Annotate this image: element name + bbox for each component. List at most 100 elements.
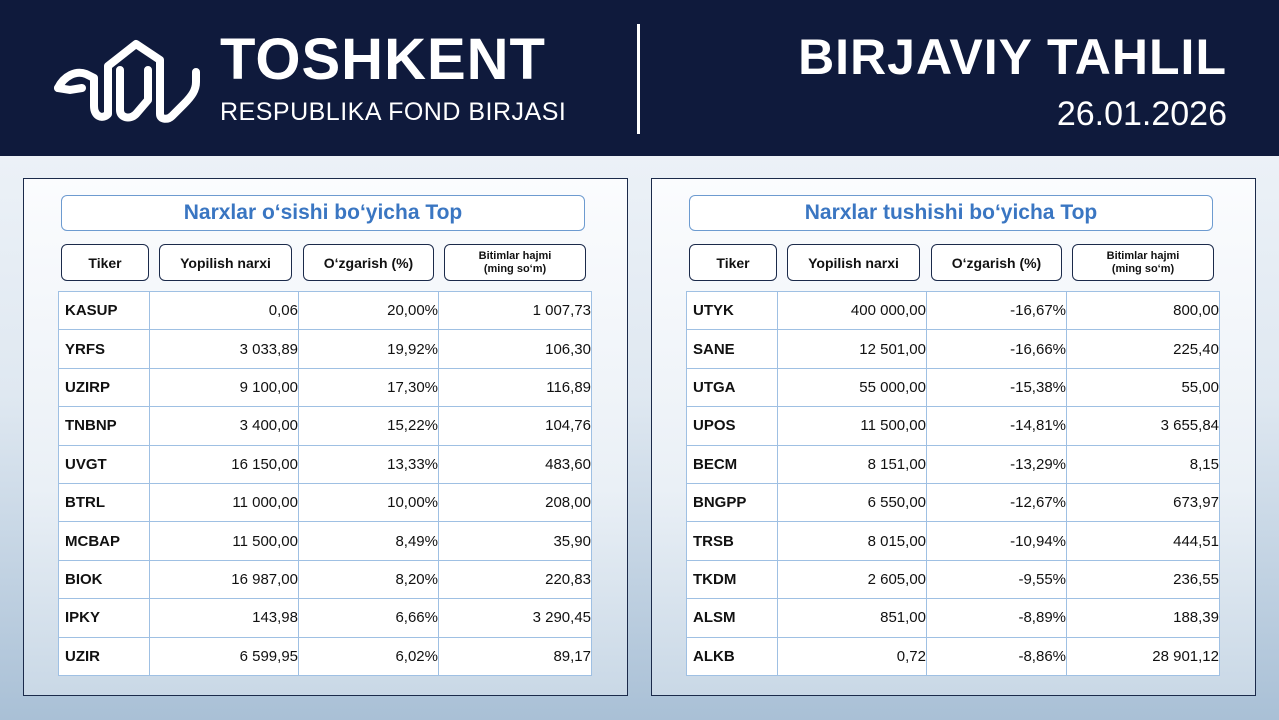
change-cell: -8,86%: [926, 636, 1067, 676]
table-row: KASUP 0,06 20,00% 1 007,73: [58, 290, 592, 331]
volume-cell: 3 290,45: [438, 598, 592, 638]
table-row: BNGPP 6 550,00 -12,67% 673,97: [686, 482, 1220, 523]
report-date: 26.01.2026: [1056, 95, 1227, 133]
column-header-ticker: Tiker: [61, 244, 149, 281]
volume-cell: 55,00: [1066, 367, 1220, 408]
brand-name: TOSHKENT: [220, 27, 546, 92]
close-price-cell: 12 501,00: [777, 329, 927, 369]
change-cell: 8,49%: [298, 521, 439, 561]
change-cell: -12,67%: [926, 482, 1067, 523]
ticker-cell: KASUP: [58, 290, 150, 331]
change-cell: 6,66%: [298, 598, 439, 638]
volume-cell: 225,40: [1066, 329, 1220, 369]
losers-table: UTYK 400 000,00 -16,67% 800,00 SANE 12 501,00…: [686, 290, 1220, 676]
column-header-volume: Bitimlar hajmi (ming so‘m): [444, 244, 586, 281]
top-losers-panel: Narxlar tushishi bo‘yicha Top Tiker Yopi…: [651, 178, 1256, 696]
column-header-close-price: Yopilish narxi: [787, 244, 920, 281]
volume-cell: 104,76: [438, 406, 592, 446]
volume-cell: 89,17: [438, 636, 592, 676]
change-cell: -14,81%: [926, 406, 1067, 446]
panel-title: Narxlar o‘sishi bo‘yicha Top: [61, 195, 585, 231]
volume-cell: 28 901,12: [1066, 636, 1220, 676]
table-row: SANE 12 501,00 -16,66% 225,40: [686, 329, 1220, 369]
column-header-close-price: Yopilish narxi: [159, 244, 292, 281]
change-cell: 19,92%: [298, 329, 439, 369]
close-price-cell: 55 000,00: [777, 367, 927, 408]
ticker-cell: BNGPP: [686, 482, 778, 523]
table-row: BTRL 11 000,00 10,00% 208,00: [58, 482, 592, 523]
ticker-cell: BECM: [686, 444, 778, 484]
column-header-change: O‘zgarish (%): [303, 244, 434, 281]
ticker-cell: UTGA: [686, 367, 778, 408]
change-cell: -13,29%: [926, 444, 1067, 484]
table-row: YRFS 3 033,89 19,92% 106,30: [58, 329, 592, 369]
change-cell: -10,94%: [926, 521, 1067, 561]
volume-cell: 106,30: [438, 329, 592, 369]
close-price-cell: 16 150,00: [149, 444, 299, 484]
close-price-cell: 11 500,00: [149, 521, 299, 561]
table-row: MCBAP 11 500,00 8,49% 35,90: [58, 521, 592, 561]
close-price-cell: 8 151,00: [777, 444, 927, 484]
ticker-cell: UZIR: [58, 636, 150, 676]
close-price-cell: 3 033,89: [149, 329, 299, 369]
ticker-cell: SANE: [686, 329, 778, 369]
table-row: UVGT 16 150,00 13,33% 483,60: [58, 444, 592, 484]
volume-cell: 188,39: [1066, 598, 1220, 638]
table-row: UZIR 6 599,95 6,02% 89,17: [58, 636, 592, 676]
ticker-cell: TKDM: [686, 559, 778, 600]
table-row: ALKB 0,72 -8,86% 28 901,12: [686, 636, 1220, 676]
ticker-cell: UVGT: [58, 444, 150, 484]
volume-cell: 1 007,73: [438, 290, 592, 331]
volume-cell: 444,51: [1066, 521, 1220, 561]
ticker-cell: UTYK: [686, 290, 778, 331]
ticker-cell: ALKB: [686, 636, 778, 676]
close-price-cell: 16 987,00: [149, 559, 299, 600]
volume-cell: 8,15: [1066, 444, 1220, 484]
close-price-cell: 0,06: [149, 290, 299, 331]
change-cell: -16,67%: [926, 290, 1067, 331]
close-price-cell: 400 000,00: [777, 290, 927, 331]
report-title: BIRJAVIY TAHLIL: [798, 29, 1227, 85]
change-cell: 17,30%: [298, 367, 439, 408]
close-price-cell: 6 550,00: [777, 482, 927, 523]
ticker-cell: IPKY: [58, 598, 150, 638]
ticker-cell: UPOS: [686, 406, 778, 446]
change-cell: 8,20%: [298, 559, 439, 600]
column-header-ticker: Tiker: [689, 244, 777, 281]
change-cell: 6,02%: [298, 636, 439, 676]
close-price-cell: 11 000,00: [149, 482, 299, 523]
table-row: IPKY 143,98 6,66% 3 290,45: [58, 598, 592, 638]
volume-cell: 3 655,84: [1066, 406, 1220, 446]
ticker-cell: TRSB: [686, 521, 778, 561]
close-price-cell: 0,72: [777, 636, 927, 676]
change-cell: 15,22%: [298, 406, 439, 446]
column-header-volume: Bitimlar hajmi (ming so‘m): [1072, 244, 1214, 281]
header-divider: [637, 24, 640, 134]
volume-cell: 236,55: [1066, 559, 1220, 600]
change-cell: -9,55%: [926, 559, 1067, 600]
volume-cell: 220,83: [438, 559, 592, 600]
ticker-cell: MCBAP: [58, 521, 150, 561]
table-row: TNBNP 3 400,00 15,22% 104,76: [58, 406, 592, 446]
volume-cell: 483,60: [438, 444, 592, 484]
table-row: UTGA 55 000,00 -15,38% 55,00: [686, 367, 1220, 408]
table-row: UTYK 400 000,00 -16,67% 800,00: [686, 290, 1220, 331]
change-cell: -8,89%: [926, 598, 1067, 638]
toshkent-exchange-logo-icon: [54, 40, 200, 123]
volume-cell: 800,00: [1066, 290, 1220, 331]
change-cell: 10,00%: [298, 482, 439, 523]
ticker-cell: BTRL: [58, 482, 150, 523]
column-header-change: O‘zgarish (%): [931, 244, 1062, 281]
close-price-cell: 2 605,00: [777, 559, 927, 600]
close-price-cell: 851,00: [777, 598, 927, 638]
volume-cell: 35,90: [438, 521, 592, 561]
header-bar: TOSHKENT RESPUBLIKA FOND BIRJASI BIRJAVI…: [0, 0, 1279, 156]
close-price-cell: 3 400,00: [149, 406, 299, 446]
close-price-cell: 9 100,00: [149, 367, 299, 408]
close-price-cell: 8 015,00: [777, 521, 927, 561]
close-price-cell: 143,98: [149, 598, 299, 638]
ticker-cell: YRFS: [58, 329, 150, 369]
volume-cell: 208,00: [438, 482, 592, 523]
change-cell: 13,33%: [298, 444, 439, 484]
table-row: UZIRP 9 100,00 17,30% 116,89: [58, 367, 592, 408]
